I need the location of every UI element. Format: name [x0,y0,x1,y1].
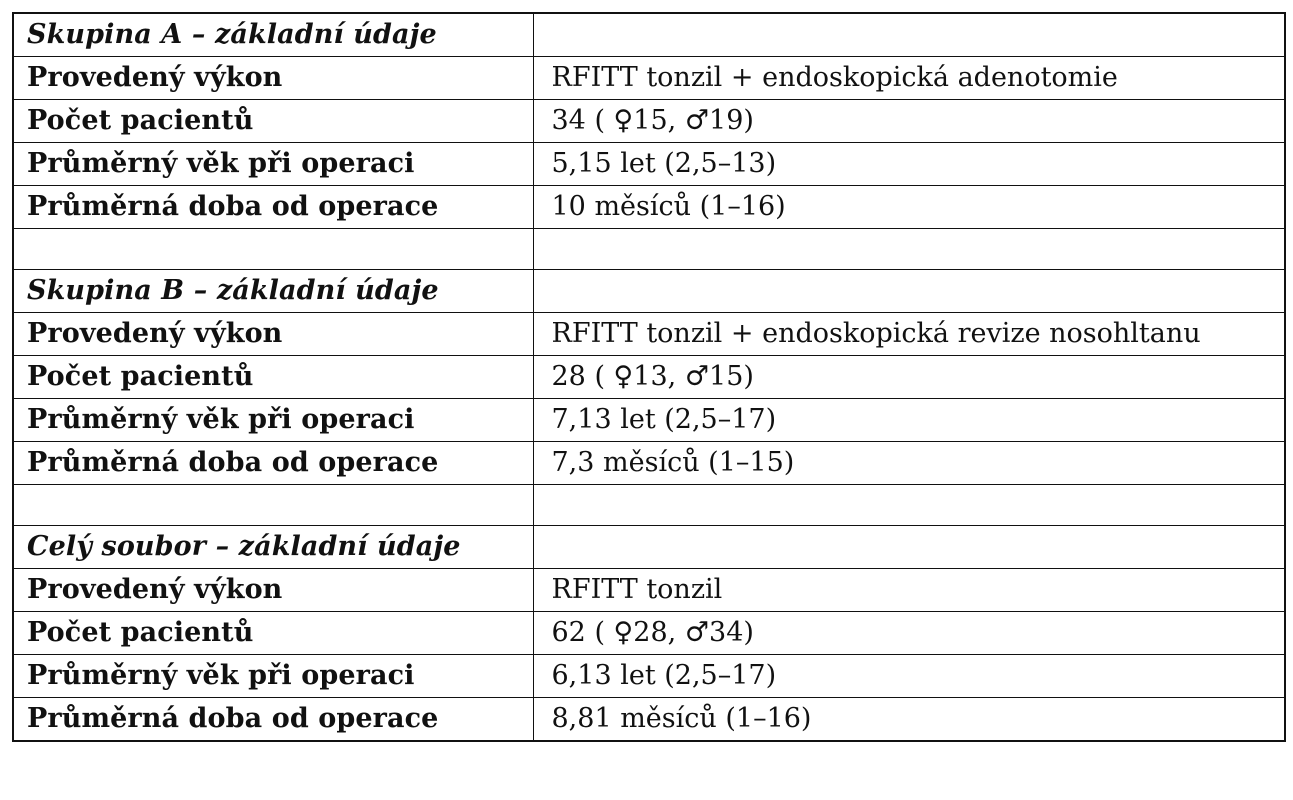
table-row: Provedený výkon RFITT tonzil [12,568,1286,612]
row-label: Průměrná doba od operace [12,441,534,485]
table-row: Počet pacientů 62 ( ♀28, ♂34) [12,611,1286,655]
table-row: Průměrná doba od operace 10 měsíců (1–16… [12,185,1286,229]
row-value: RFITT tonzil [532,568,1286,612]
section-title: Skupina B – základní údaje [12,269,534,313]
empty-cell [12,228,534,270]
row-label: Počet pacientů [12,355,534,399]
table-row: Provedený výkon RFITT tonzil + endoskopi… [12,56,1286,100]
row-label: Počet pacientů [12,99,534,143]
row-value: 6,13 let (2,5–17) [532,654,1286,698]
section-header-row: Celý soubor – základní údaje [12,525,1286,569]
row-label: Průměrná doba od operace [12,697,534,742]
table-row: Průměrná doba od operace 7,3 měsíců (1–1… [12,441,1286,485]
row-label: Průměrná doba od operace [12,185,534,229]
row-label: Průměrný věk při operaci [12,398,534,442]
document-page: Skupina A – základní údaje Provedený výk… [12,12,1286,742]
row-value: 8,81 měsíců (1–16) [532,697,1286,742]
empty-cell [532,12,1286,57]
section-header-row: Skupina B – základní údaje [12,269,1286,313]
row-label: Provedený výkon [12,56,534,100]
patient-summary-table: Skupina A – základní údaje Provedený výk… [12,12,1286,742]
empty-cell [532,228,1286,270]
empty-cell [12,484,534,526]
table-row: Průměrná doba od operace 8,81 měsíců (1–… [12,697,1286,742]
table-row: Průměrný věk při operaci 7,13 let (2,5–1… [12,398,1286,442]
row-value: 28 ( ♀13, ♂15) [532,355,1286,399]
row-value: RFITT tonzil + endoskopická adenotomie [532,56,1286,100]
spacer-row [12,228,1286,270]
table-row: Počet pacientů 34 ( ♀15, ♂19) [12,99,1286,143]
row-value: 7,13 let (2,5–17) [532,398,1286,442]
row-value: 62 ( ♀28, ♂34) [532,611,1286,655]
row-value: 7,3 měsíců (1–15) [532,441,1286,485]
empty-cell [532,269,1286,313]
section-title: Celý soubor – základní údaje [12,525,534,569]
section-header-row: Skupina A – základní údaje [12,12,1286,57]
row-value: RFITT tonzil + endoskopická revize nosoh… [532,312,1286,356]
spacer-row [12,484,1286,526]
row-label: Průměrný věk při operaci [12,142,534,186]
row-label: Provedený výkon [12,312,534,356]
row-label: Provedený výkon [12,568,534,612]
section-title: Skupina A – základní údaje [12,12,534,57]
row-value: 5,15 let (2,5–13) [532,142,1286,186]
table-body: Skupina A – základní údaje Provedený výk… [12,12,1286,742]
table-row: Provedený výkon RFITT tonzil + endoskopi… [12,312,1286,356]
row-label: Průměrný věk při operaci [12,654,534,698]
empty-cell [532,525,1286,569]
row-label: Počet pacientů [12,611,534,655]
table-row: Průměrný věk při operaci 6,13 let (2,5–1… [12,654,1286,698]
row-value: 34 ( ♀15, ♂19) [532,99,1286,143]
row-value: 10 měsíců (1–16) [532,185,1286,229]
empty-cell [532,484,1286,526]
table-row: Průměrný věk při operaci 5,15 let (2,5–1… [12,142,1286,186]
table-row: Počet pacientů 28 ( ♀13, ♂15) [12,355,1286,399]
